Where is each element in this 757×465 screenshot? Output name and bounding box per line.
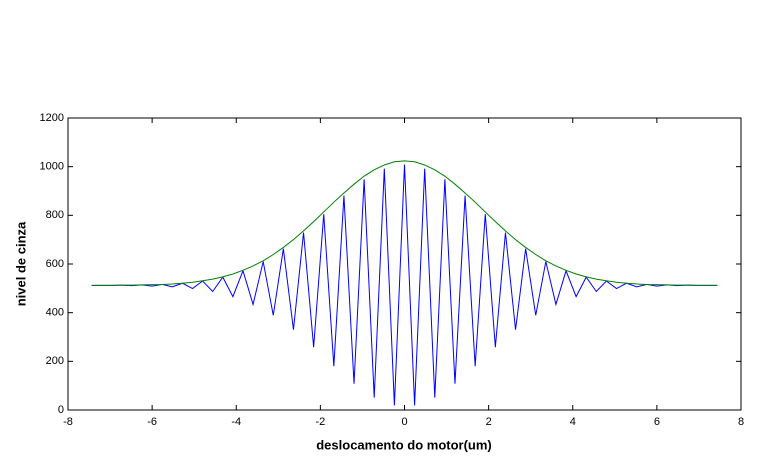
x-tick-label: -4 xyxy=(231,416,241,428)
data-line xyxy=(91,164,718,406)
y-tick-label: 800 xyxy=(46,209,64,221)
x-tick-label: -2 xyxy=(315,416,325,428)
x-tick-label: 4 xyxy=(570,416,576,428)
data-line xyxy=(91,160,718,286)
y-tick-label: 1200 xyxy=(40,112,64,124)
y-tick-label: 400 xyxy=(46,307,64,319)
x-tick-label: 8 xyxy=(738,416,744,428)
y-tick-label: 200 xyxy=(46,355,64,367)
y-tick-label: 600 xyxy=(46,258,64,270)
x-tick-label: 0 xyxy=(401,416,407,428)
x-tick-label: 6 xyxy=(654,416,660,428)
y-tick-label: 1000 xyxy=(40,161,64,173)
plot-area xyxy=(67,117,742,411)
x-tick-label: -8 xyxy=(63,416,73,428)
x-axis-label: deslocamento do motor(um) xyxy=(316,437,492,452)
y-tick-label: 0 xyxy=(58,404,64,416)
y-axis-label: nivel de cinza xyxy=(13,221,28,306)
x-tick-label: -6 xyxy=(147,416,157,428)
x-tick-label: 2 xyxy=(486,416,492,428)
